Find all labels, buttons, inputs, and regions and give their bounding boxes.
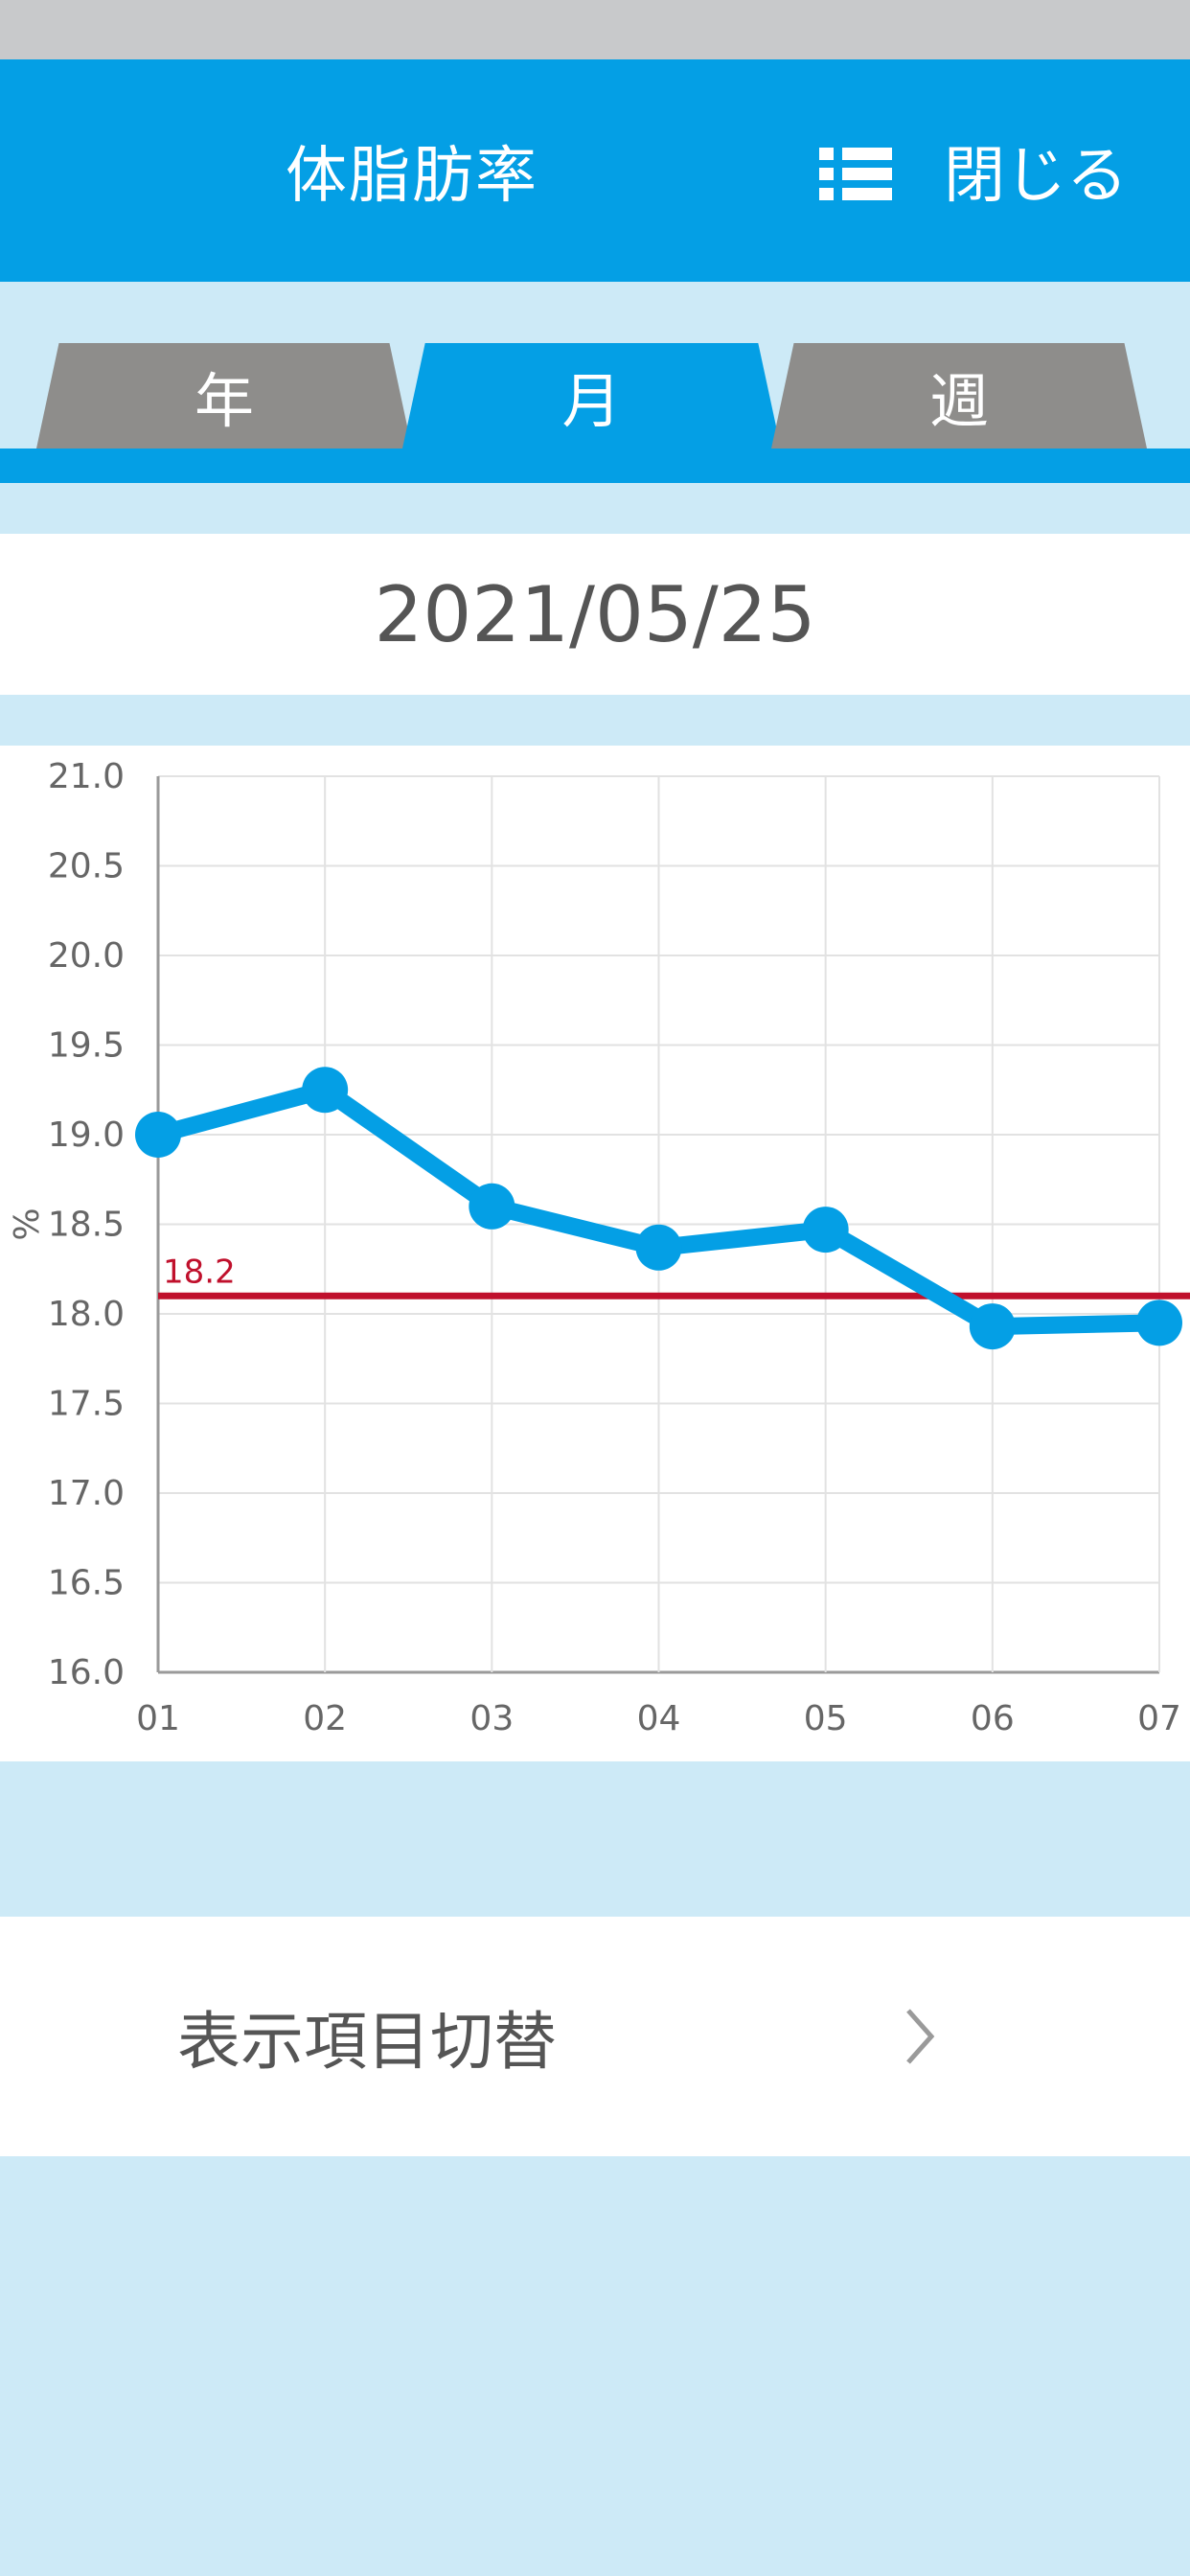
- tab-year[interactable]: 年: [36, 343, 412, 448]
- tab-week[interactable]: 週: [771, 343, 1147, 448]
- y-tick-label: 20.0: [48, 936, 125, 976]
- target-reference-label: 18.2: [163, 1253, 236, 1291]
- close-button[interactable]: 閉じる: [944, 59, 1155, 282]
- y-tick-label: 17.0: [48, 1474, 125, 1513]
- status-bar: [0, 0, 1190, 59]
- data-point: [1136, 1300, 1182, 1346]
- y-tick-label: 18.0: [48, 1295, 125, 1334]
- tab-month[interactable]: 月: [402, 343, 781, 448]
- x-tick-label: 05: [804, 1699, 848, 1738]
- chart-panel: 18.2 16.0 16.5 17.0 17.5 18.0 18.5 19.0 19.5 20.…: [0, 746, 1190, 1761]
- x-tick-label: 06: [971, 1699, 1015, 1738]
- page-title: 体脂肪率: [286, 141, 538, 212]
- y-tick-label: 18.5: [48, 1206, 125, 1245]
- x-tick-label: 02: [303, 1699, 347, 1738]
- period-tabs: 年 月 週: [0, 343, 1190, 448]
- display-item-switch-label: 表示項目切替: [177, 2005, 557, 2079]
- y-tick-label: 19.0: [48, 1116, 125, 1155]
- data-point: [302, 1067, 349, 1114]
- display-item-switch-row[interactable]: 表示項目切替: [0, 1917, 1190, 2156]
- data-point: [802, 1207, 849, 1254]
- data-point: [135, 1112, 181, 1158]
- body-fat-chart: 18.2 16.0 16.5 17.0 17.5 18.0 18.5 19.0 19.5 20.…: [8, 757, 1190, 1738]
- y-axis-label: %: [8, 1208, 47, 1240]
- data-point: [635, 1224, 682, 1271]
- header: 体脂肪率 閉じる: [0, 59, 1190, 282]
- y-tick-label: 21.0: [48, 757, 125, 796]
- x-tick-label: 01: [136, 1699, 180, 1738]
- tab-underline-bar: [0, 448, 1190, 483]
- y-tick-label: 16.5: [48, 1564, 125, 1603]
- data-point: [469, 1183, 515, 1230]
- x-tick-label: 07: [1137, 1699, 1181, 1738]
- list-icon[interactable]: [819, 148, 892, 201]
- date-display: 2021/05/25: [0, 534, 1190, 695]
- x-tick-label: 04: [637, 1699, 681, 1738]
- y-tick-label: 17.5: [48, 1385, 125, 1424]
- y-tick-label: 20.5: [48, 847, 125, 886]
- x-tick-label: 03: [469, 1699, 514, 1738]
- data-point: [969, 1303, 1016, 1350]
- y-tick-label: 19.5: [48, 1026, 125, 1066]
- chevron-right-icon: [906, 2009, 935, 2064]
- y-tick-label: 16.0: [48, 1653, 125, 1692]
